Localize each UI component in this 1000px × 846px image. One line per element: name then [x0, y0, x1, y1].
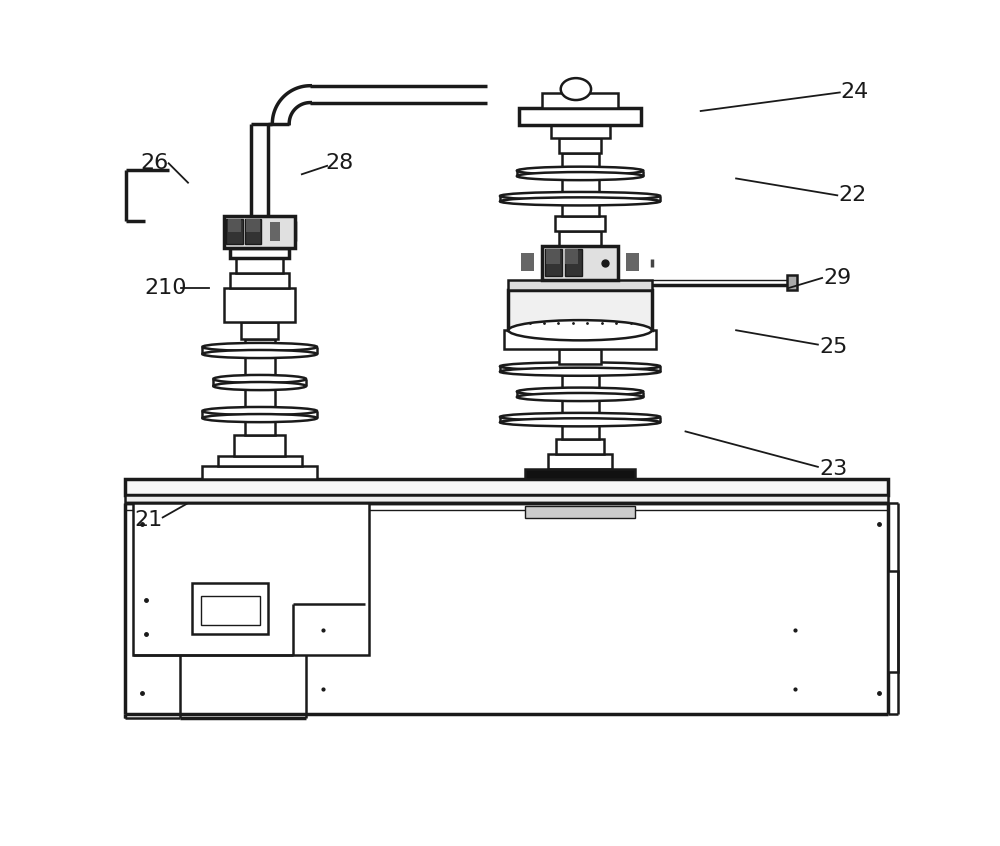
- Bar: [245, 219, 261, 244]
- Bar: [202, 466, 317, 480]
- Bar: [230, 273, 289, 288]
- Bar: [236, 258, 283, 273]
- Bar: [548, 454, 612, 470]
- Ellipse shape: [517, 393, 643, 401]
- Text: 21: 21: [134, 510, 163, 530]
- Bar: [521, 253, 534, 272]
- Ellipse shape: [517, 172, 643, 180]
- Ellipse shape: [202, 407, 317, 415]
- Bar: [133, 503, 369, 655]
- Bar: [551, 125, 610, 138]
- Ellipse shape: [213, 375, 306, 383]
- Bar: [559, 349, 601, 364]
- Bar: [787, 275, 797, 290]
- Bar: [241, 321, 278, 338]
- Bar: [519, 108, 641, 125]
- Bar: [562, 364, 599, 439]
- Bar: [545, 250, 562, 277]
- Bar: [224, 288, 295, 321]
- Bar: [246, 219, 260, 233]
- Ellipse shape: [202, 414, 317, 422]
- Text: 210: 210: [144, 278, 186, 298]
- Ellipse shape: [500, 368, 660, 376]
- Bar: [224, 216, 295, 248]
- Ellipse shape: [517, 167, 643, 175]
- Text: 29: 29: [823, 268, 851, 288]
- Bar: [555, 216, 605, 231]
- Bar: [565, 250, 582, 277]
- Ellipse shape: [500, 413, 660, 421]
- Bar: [562, 153, 599, 216]
- Text: 28: 28: [326, 153, 354, 173]
- Bar: [559, 231, 601, 246]
- Bar: [525, 506, 635, 519]
- Ellipse shape: [202, 350, 317, 358]
- Bar: [888, 570, 898, 672]
- Bar: [192, 583, 268, 634]
- Text: 26: 26: [140, 153, 168, 173]
- Bar: [565, 250, 578, 265]
- Ellipse shape: [500, 192, 660, 200]
- Ellipse shape: [561, 78, 591, 100]
- Bar: [508, 290, 652, 330]
- Text: 22: 22: [838, 185, 867, 206]
- Bar: [201, 596, 260, 625]
- Bar: [218, 456, 302, 466]
- Bar: [556, 439, 604, 454]
- Ellipse shape: [508, 320, 652, 340]
- Text: 24: 24: [840, 82, 868, 102]
- Bar: [226, 219, 243, 244]
- Bar: [228, 219, 241, 233]
- Bar: [508, 280, 652, 290]
- Bar: [626, 253, 639, 272]
- Text: 23: 23: [819, 459, 847, 480]
- Bar: [545, 250, 562, 277]
- Bar: [125, 480, 888, 495]
- Bar: [245, 219, 261, 244]
- Bar: [542, 93, 618, 108]
- Bar: [546, 250, 560, 265]
- Bar: [125, 495, 888, 503]
- Bar: [565, 250, 582, 277]
- Bar: [230, 248, 289, 258]
- Ellipse shape: [500, 197, 660, 206]
- Bar: [525, 470, 635, 480]
- Ellipse shape: [202, 343, 317, 351]
- Ellipse shape: [500, 362, 660, 371]
- Bar: [270, 222, 280, 241]
- Bar: [504, 330, 656, 349]
- Bar: [542, 246, 618, 280]
- Bar: [245, 338, 275, 435]
- Bar: [559, 138, 601, 153]
- Bar: [234, 435, 285, 456]
- Bar: [226, 219, 243, 244]
- Text: 25: 25: [819, 337, 847, 357]
- Ellipse shape: [213, 382, 306, 390]
- Ellipse shape: [517, 387, 643, 396]
- Ellipse shape: [500, 418, 660, 426]
